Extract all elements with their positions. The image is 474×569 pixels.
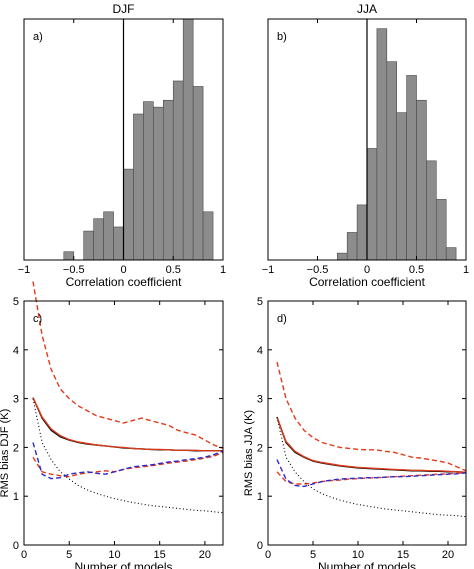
histogram-bar: [445, 247, 457, 261]
x-axis-label: Correlation coefficient: [66, 275, 183, 289]
series-line: [276, 416, 467, 518]
x-tick-label: 10: [352, 549, 364, 561]
x-tick-label: 0: [364, 264, 370, 276]
histogram-bar: [163, 99, 174, 261]
x-tick-label: 5: [66, 549, 72, 561]
histogram-bar: [406, 75, 417, 261]
histogram-bar: [346, 232, 358, 261]
x-tick-label: 0: [120, 264, 126, 276]
series-line: [276, 471, 467, 485]
series-line: [32, 442, 224, 480]
histogram-bar: [182, 18, 194, 261]
histogram-bar: [416, 99, 427, 261]
y-tick-label: 1: [13, 491, 19, 503]
x-tick-label: 1: [463, 264, 469, 276]
panel-label: a): [33, 31, 43, 43]
x-tick-label: 15: [397, 549, 409, 561]
plot-frame: [267, 300, 467, 546]
plot-frame: [23, 300, 224, 546]
histogram-bar: [192, 86, 204, 261]
series-line: [32, 281, 224, 450]
histogram-bar: [172, 80, 184, 261]
y-tick-label: 4: [257, 345, 263, 357]
x-tick-label: −0.5: [63, 264, 85, 276]
y-axis-label: RMS bias JJA (K): [243, 410, 255, 496]
x-axis-label: Number of models: [74, 560, 172, 569]
chart-title: DJF: [113, 2, 135, 16]
series-line: [276, 416, 467, 473]
histogram-bar: [386, 61, 397, 261]
x-tick-label: −1: [262, 264, 275, 276]
series-line: [276, 361, 467, 472]
y-tick-label: 5: [257, 296, 263, 308]
y-tick-label: 3: [13, 394, 19, 406]
histogram-bar: [202, 211, 214, 261]
x-tick-label: −0.5: [307, 264, 329, 276]
histogram-bar: [83, 230, 94, 261]
y-tick-label: 3: [257, 394, 263, 406]
histogram-bar: [63, 251, 75, 261]
y-axis-label: RMS bias DJF (K): [0, 409, 11, 498]
histogram-bar: [123, 168, 134, 261]
x-tick-label: 20: [442, 549, 454, 561]
x-tick-label: 20: [199, 549, 211, 561]
x-tick-label: 0: [21, 549, 27, 561]
x-tick-label: 15: [154, 549, 166, 561]
panel-label: d): [277, 313, 287, 325]
histogram-bar: [103, 211, 114, 261]
x-tick-label: 0.5: [409, 264, 424, 276]
series-line: [276, 459, 467, 488]
panel-label: c): [33, 313, 42, 325]
x-tick-label: 1: [220, 264, 226, 276]
series-line: [32, 397, 223, 452]
chart-title: JJA: [357, 2, 377, 16]
x-axis-label: Number of models: [318, 560, 416, 569]
histogram-bar: [153, 106, 164, 261]
histogram-bar: [113, 226, 124, 261]
x-tick-label: 0.5: [166, 264, 181, 276]
panel-b: −1 −0.5 0 0.5 1 JJA b) Correlation coefficient: [262, 2, 469, 289]
panel-a: −1 −0.5 0 0.5 1 DJF a) Correlation coefficient: [18, 2, 226, 289]
histogram-bar: [336, 252, 348, 261]
histogram-bar: [376, 28, 388, 261]
panel-c: 0 5 10 15 20 0 1 2 3 4 5 c) Number of models RMS bias…: [0, 281, 224, 569]
y-tick-label: 2: [13, 442, 19, 454]
y-tick-label: 2: [257, 442, 263, 454]
x-axis-label: Correlation coefficient: [309, 275, 426, 289]
x-tick-label: 10: [108, 549, 120, 561]
x-tick-label: 0: [265, 549, 271, 561]
series-line: [32, 397, 223, 452]
histogram-bar: [93, 218, 104, 261]
series-line: [32, 398, 224, 514]
histogram-bar: [366, 148, 378, 261]
y-tick-label: 4: [13, 345, 19, 357]
histogram-bar: [435, 199, 447, 261]
histogram-bar: [356, 204, 368, 261]
panel-d: 0 5 10 15 20 0 1 2 3 4 5 d) Number of models RMS bias…: [243, 296, 467, 569]
y-tick-label: 0: [13, 540, 19, 552]
y-tick-label: 0: [257, 540, 263, 552]
y-tick-label: 5: [13, 296, 19, 308]
x-tick-label: 5: [310, 549, 316, 561]
histogram-bar: [426, 160, 437, 261]
series-line: [276, 416, 467, 473]
y-tick-label: 1: [257, 491, 263, 503]
histogram-bar: [396, 112, 407, 261]
x-tick-label: −1: [18, 264, 31, 276]
histogram-bar: [143, 101, 154, 261]
histogram-bar: [133, 113, 144, 261]
panel-label: b): [277, 31, 287, 43]
